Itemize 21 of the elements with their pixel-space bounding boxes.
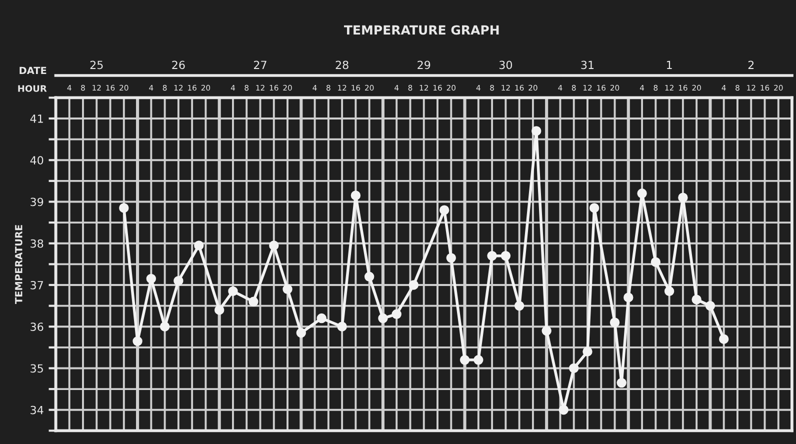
y-tick-label: 40: [30, 156, 44, 164]
y-tick-label: 39: [30, 198, 44, 206]
x2-tick-label: 29: [418, 60, 430, 70]
y-tick-label: 38: [30, 239, 44, 248]
chart-title: TEMPERATURE GRAPH: [344, 25, 499, 35]
x2-tick-label: 31: [581, 60, 594, 70]
y-tick-label: 37: [30, 280, 43, 290]
y-tick-label: 41: [30, 114, 43, 123]
x2-axis-title: DATE: [20, 66, 46, 74]
x2-tick-label: 26: [172, 60, 185, 70]
x2-tick-label: 25: [90, 60, 103, 70]
y-tick-label: 35: [30, 364, 43, 373]
y-tick-label: 36: [30, 322, 44, 331]
x2-tick-label: 30: [499, 60, 512, 70]
x-axis-title: HOUR: [18, 85, 47, 92]
x2-tick-label: 28: [336, 60, 348, 70]
x2-tick-label: 1: [666, 60, 672, 69]
y-tick-label: 34: [30, 406, 44, 414]
x2-tick-label: 2: [748, 60, 754, 69]
x2-tick-label: 27: [254, 60, 266, 69]
y-axis-title: TEMPERATURE: [15, 225, 22, 304]
